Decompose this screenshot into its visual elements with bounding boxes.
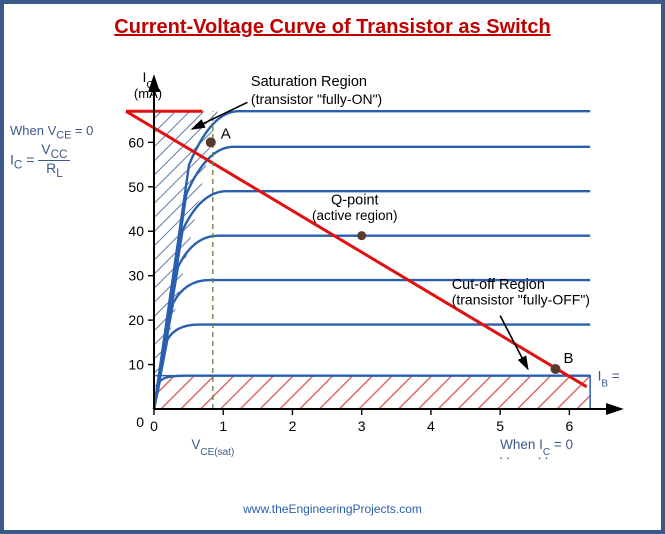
marker-point xyxy=(551,364,561,374)
y-tick-label: 50 xyxy=(128,179,144,195)
y-tick-label: 40 xyxy=(128,223,144,239)
chart-svg: 01234561020304050600IC(mA)VCE (V)ABSatur… xyxy=(114,59,624,459)
cutoff-hatch xyxy=(154,376,590,409)
y-tick-label: 30 xyxy=(128,268,144,284)
load-line xyxy=(126,111,587,387)
ic-formula: IC = VCC RL xyxy=(10,142,70,180)
vce-sat-label: VCE(sat) xyxy=(191,437,234,458)
chart-title: Current-Voltage Curve of Transistor as S… xyxy=(4,16,661,39)
x-tick-label: 3 xyxy=(358,418,366,434)
ib0-label: IB = 0 xyxy=(598,369,624,390)
x-tick-label: 2 xyxy=(289,418,297,434)
y-tick-label: 10 xyxy=(128,357,144,373)
x-tick-label: 1 xyxy=(219,418,227,434)
x-tick-label: 5 xyxy=(496,418,504,434)
point-b-label: B xyxy=(564,350,574,367)
saturation-sublabel: (transistor "fully-ON") xyxy=(251,91,382,107)
chart-area: 01234561020304050600IC(mA)VCE (V)ABSatur… xyxy=(114,59,624,459)
qpoint-label: Q-point xyxy=(331,193,379,209)
svg-text:0: 0 xyxy=(136,414,144,430)
x-tick-label: 0 xyxy=(150,418,158,434)
y-tick-label: 60 xyxy=(128,134,144,150)
x-tick-label: 6 xyxy=(565,418,573,434)
footer-link[interactable]: www.theEngineeringProjects.com xyxy=(4,502,661,516)
svg-text:(mA): (mA) xyxy=(134,86,162,101)
cutoff-sublabel: (transistor "fully-OFF") xyxy=(452,292,590,308)
point-a-label: A xyxy=(221,125,231,142)
active-region-label: (active region) xyxy=(312,208,398,223)
saturation-label: Saturation Region xyxy=(251,74,367,90)
y-tick-label: 20 xyxy=(128,312,144,328)
marker-point xyxy=(357,231,366,240)
marker-point xyxy=(206,137,216,147)
when-vce-0-label: When VCE = 0 xyxy=(10,122,93,143)
vce-vcc-label: VCE = VCC xyxy=(500,455,562,459)
x-tick-label: 4 xyxy=(427,418,435,434)
